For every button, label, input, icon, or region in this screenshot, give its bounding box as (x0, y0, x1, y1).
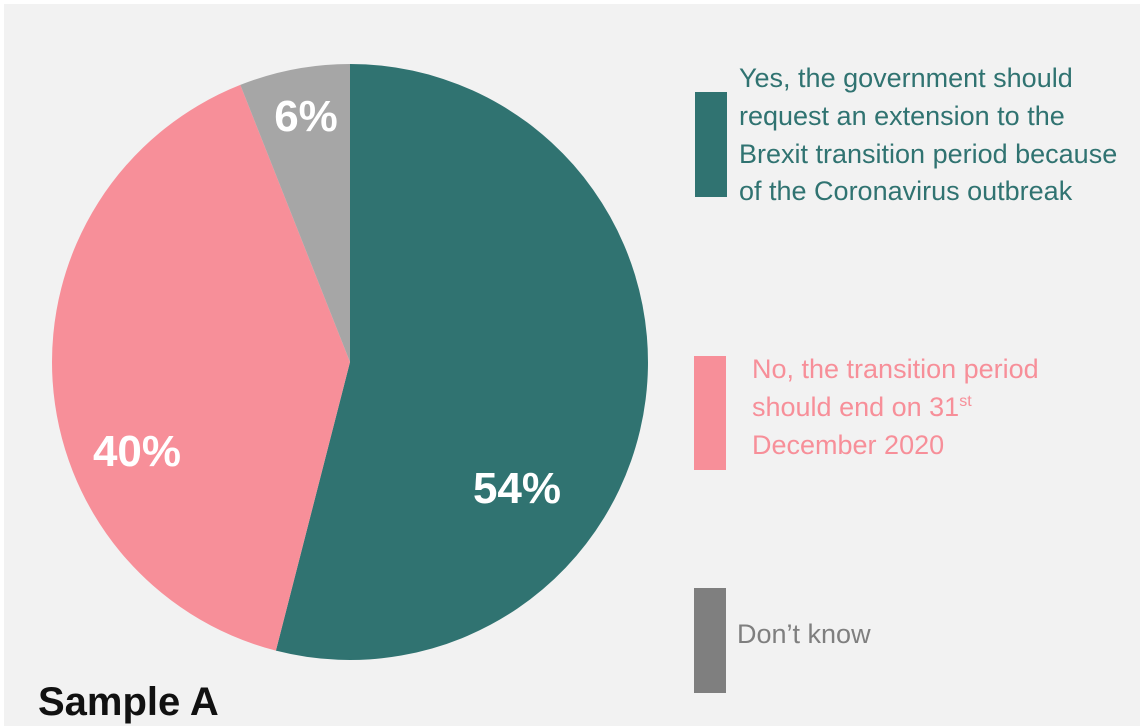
pie-slice-yes (275, 64, 648, 660)
sample-label: Sample A (38, 680, 219, 724)
pie-slice-no (52, 84, 351, 651)
pie-slice-dont-know (240, 64, 350, 362)
legend-swatch-no (694, 356, 726, 470)
legend-label-no-end: December 2020 (752, 429, 945, 460)
slice-label-dont-know: 6% (274, 92, 338, 141)
legend-label-no: No, the transition period should end on … (752, 351, 1102, 464)
slice-label-no: 40% (92, 427, 182, 476)
legend-label-dont-know: Don’t know (737, 619, 871, 649)
legend-label-no-suffix: st (959, 392, 972, 410)
legend-label-yes: Yes, the government should request an ex… (739, 63, 1118, 207)
legend-swatch-yes (695, 92, 727, 197)
slice-label-yes: 54% (472, 464, 562, 513)
legend-label-no-main: No, the transition period should end on … (752, 354, 1039, 422)
legend-swatch-dont-know (694, 588, 726, 693)
